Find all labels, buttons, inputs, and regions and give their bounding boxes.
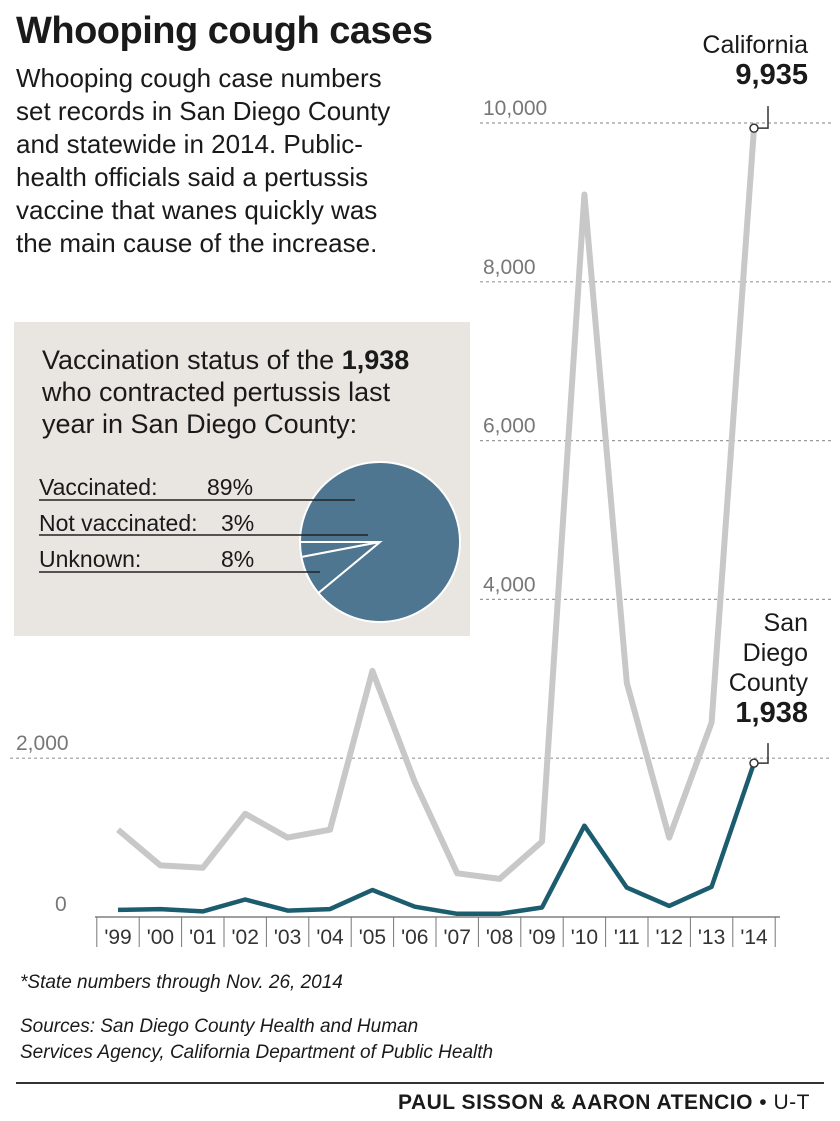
y-tick-label: 2,000 — [16, 732, 69, 755]
x-tick-label: '00 — [147, 926, 174, 949]
california-callout: California 9,935 — [702, 30, 808, 90]
credit: PAUL SISSON & AARON ATENCIO • U-T — [398, 1091, 810, 1115]
x-tick-label: '02 — [232, 926, 259, 949]
intro-line: Whooping cough case numbers — [16, 63, 382, 93]
san-diego-callout: San Diego County 1,938 — [729, 608, 808, 728]
sources: Sources: San Diego County Health and Hum… — [20, 1014, 493, 1066]
x-tick-label: '14 — [740, 926, 768, 949]
x-tick-label: '07 — [444, 926, 471, 949]
legend-percent: 89% — [207, 474, 254, 500]
inset-heading-line: who contracted pertussis last — [42, 377, 391, 407]
pie-slice — [300, 541, 381, 595]
intro-text: Whooping cough case numbers set records … — [16, 62, 436, 260]
san-diego-name-line: San — [763, 609, 808, 637]
california-value: 9,935 — [735, 59, 808, 91]
san-diego-value: 1,938 — [735, 697, 808, 729]
x-tick-label: '05 — [359, 926, 386, 949]
inset-heading: Vaccination status of the 1,938 who cont… — [42, 344, 409, 440]
intro-line: health officials said a pertussis — [16, 162, 369, 192]
pie-chart — [39, 460, 461, 623]
x-tick-label: '01 — [189, 926, 216, 949]
california-leader — [757, 106, 769, 129]
california-name: California — [702, 31, 808, 59]
san-diego-name-line: Diego — [742, 639, 808, 667]
california-series-line — [116, 127, 757, 882]
san-diego-name-line: County — [728, 669, 808, 697]
x-tick-label: '04 — [316, 926, 344, 949]
intro-line: and statewide in 2014. Public- — [16, 129, 363, 159]
california-endpoint — [749, 123, 759, 133]
intro-line: the main cause of the increase. — [16, 228, 378, 258]
san-diego-leader — [757, 743, 769, 764]
x-tick-label: '12 — [656, 926, 683, 949]
credit-org: U-T — [773, 1091, 810, 1114]
y-tick-label: 6,000 — [483, 415, 536, 438]
credit-names: PAUL SISSON & AARON ATENCIO — [398, 1091, 753, 1114]
legend-label: Vaccinated: — [39, 474, 158, 500]
y-tick-label: 4,000 — [483, 573, 536, 596]
y-tick-label: 8,000 — [483, 256, 536, 279]
credit-separator: • — [752, 1091, 774, 1114]
legend-label: Unknown: — [39, 546, 142, 572]
x-tick-label: '08 — [486, 926, 513, 949]
san-diego-endpoint — [749, 758, 759, 768]
y-tick-label: 0 — [55, 893, 67, 916]
inset-heading-text: Vaccination status of the — [42, 345, 342, 375]
inset-heading-count: 1,938 — [341, 345, 410, 375]
x-tick-label: '09 — [528, 926, 555, 949]
footnote: *State numbers through Nov. 26, 2014 — [20, 972, 343, 993]
intro-line: vaccine that wanes quickly was — [16, 195, 378, 225]
legend-percent: 8% — [221, 546, 255, 572]
sources-line: Services Agency, California Department o… — [20, 1042, 494, 1063]
intro-line: set records in San Diego County — [16, 96, 391, 126]
x-tick-label: '13 — [698, 926, 725, 949]
y-tick-label: 10,000 — [483, 97, 547, 120]
x-tick-label: '03 — [274, 926, 301, 949]
legend-percent: 3% — [221, 510, 255, 536]
x-tick-label: '99 — [104, 926, 131, 949]
x-tick-label: '06 — [401, 926, 428, 949]
page-title: Whooping cough cases — [16, 10, 433, 52]
sources-line: Sources: San Diego County Health and Hum… — [20, 1016, 419, 1037]
x-tick-label: '10 — [571, 926, 598, 949]
vaccination-inset: Vaccination status of the 1,938 who cont… — [14, 322, 470, 636]
san-diego-series-line — [117, 762, 757, 917]
legend-label: Not vaccinated: — [39, 510, 198, 536]
x-tick-label: '11 — [614, 926, 640, 949]
divider — [16, 1082, 824, 1084]
inset-heading-line: year in San Diego County: — [42, 409, 358, 439]
